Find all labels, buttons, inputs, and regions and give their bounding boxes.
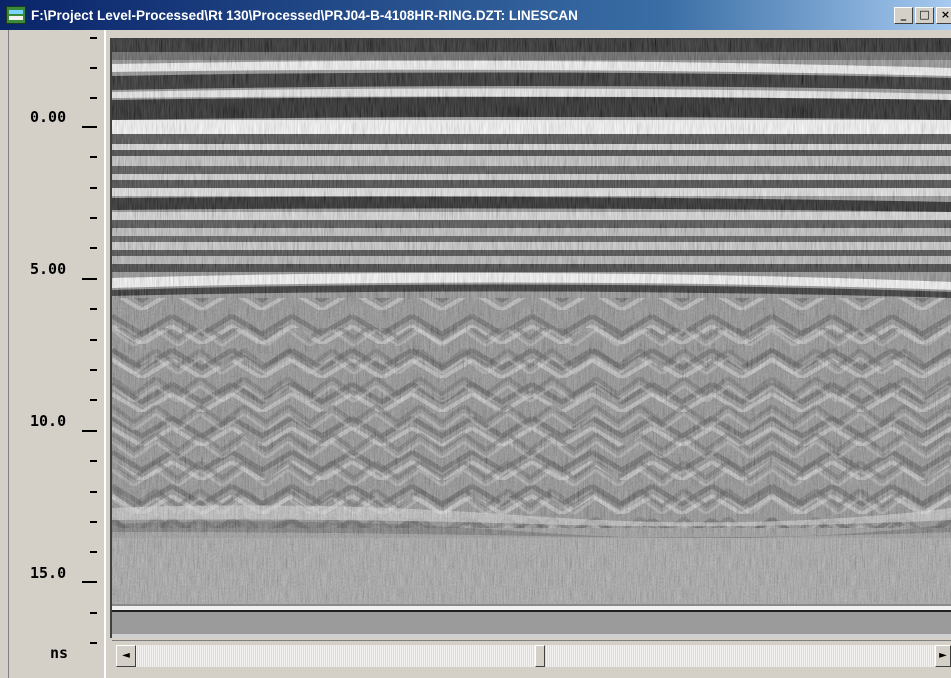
scrollbar-track[interactable] [116,645,951,667]
minimize-button[interactable]: _ [894,7,913,24]
axis-frame-highlight [104,30,106,678]
scroll-right-button[interactable]: ► [935,645,951,667]
axis-tick [90,369,97,371]
axis-label-5: 5.00 [30,260,67,278]
close-button[interactable]: × [936,7,951,24]
linescan-view[interactable] [110,38,951,638]
axis-frame-line [8,30,9,678]
axis-tick [90,612,97,614]
axis-tick [90,187,97,189]
axis-tick [90,551,97,553]
axis-tick [90,460,97,462]
axis-tick [90,156,97,158]
axis-unit-label: ns [50,644,69,662]
axis-tick [90,521,97,523]
app-icon[interactable] [6,6,26,24]
axis-tick [90,67,97,69]
title-bar[interactable]: F:\Project Level-Processed\Rt 130\Proces… [0,0,951,30]
axis-label-0: 0.00 [30,108,67,126]
axis-tick [90,399,97,401]
horizontal-scrollbar[interactable]: ◄ ► [112,640,951,670]
axis-tick [90,642,97,644]
scroll-thumb[interactable] [535,645,545,667]
axis-major-tick [82,430,97,432]
maximize-button[interactable]: □ [915,7,934,24]
axis-tick [90,308,97,310]
radargram-image [112,38,951,638]
axis-label-10: 10.0 [30,412,67,430]
scroll-left-button[interactable]: ◄ [116,645,136,667]
axis-tick [90,339,97,341]
axis-tick [90,37,97,39]
window-controls: _ □ × [894,7,951,24]
window-title: F:\Project Level-Processed\Rt 130\Proces… [31,7,578,23]
axis-tick [90,217,97,219]
axis-tick [90,247,97,249]
axis-major-tick [82,278,97,280]
axis-major-tick [82,581,97,583]
axis-tick [90,97,97,99]
axis-label-15: 15.0 [30,564,67,582]
axis-tick [90,491,97,493]
axis-major-tick [82,126,97,128]
time-axis-panel: 0.00 5.00 10.0 15.0 ns [0,30,108,678]
